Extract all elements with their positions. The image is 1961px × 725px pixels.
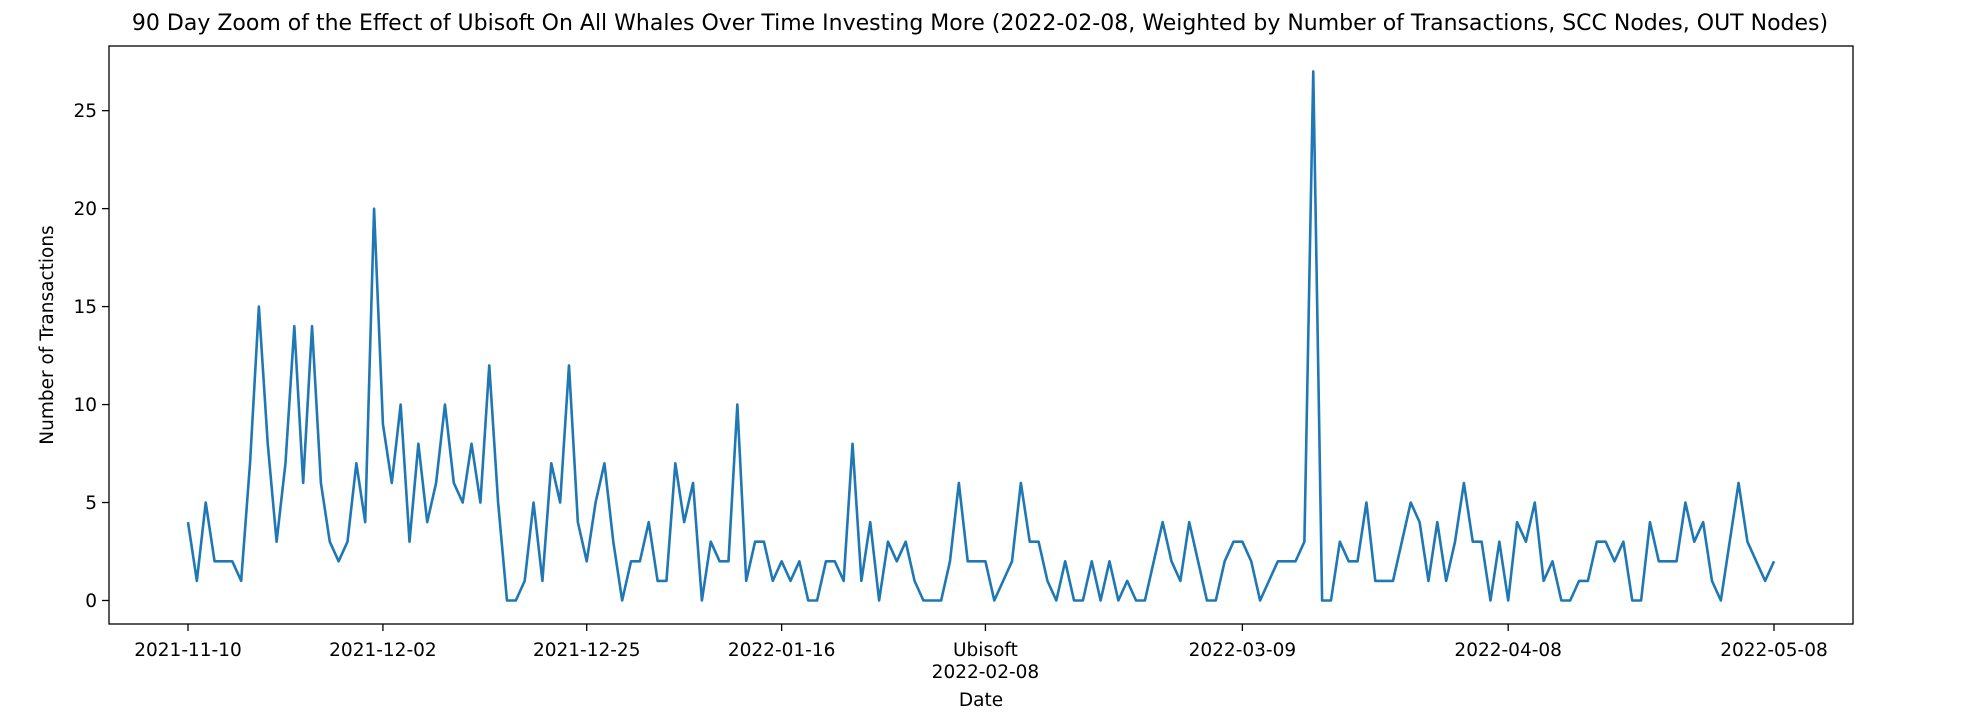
y-tick-label: 0 <box>85 591 97 612</box>
x-tick-label: 2022-03-09 <box>1189 640 1297 661</box>
y-tick-label: 10 <box>73 395 97 416</box>
x-tick-label: 2022-05-08 <box>1720 640 1828 661</box>
x-tick-label: 2021-12-02 <box>329 640 437 661</box>
series-line <box>186 70 1776 602</box>
y-tick-label: 5 <box>85 493 97 514</box>
chart-title: 90 Day Zoom of the Effect of Ubisoft On … <box>132 11 1828 36</box>
x-tick-label: 2021-11-10 <box>134 640 242 661</box>
x-tick-label: 2022-01-16 <box>728 640 836 661</box>
x-axis: 2021-11-10 2021-12-02 2021-12-25 2022-01-16… <box>134 624 1828 683</box>
y-tick-label: 15 <box>73 297 97 318</box>
x-axis-label: Date <box>959 690 1003 711</box>
x-tick-sublabel: 2022-02-08 <box>932 662 1040 683</box>
y-axis: 0 5 10 15 20 25 <box>73 101 109 612</box>
plot-frame <box>108 45 1854 625</box>
y-tick-label: 20 <box>73 199 97 220</box>
y-tick-label: 25 <box>73 101 97 122</box>
y-axis-label: Number of Transactions <box>37 225 58 444</box>
x-tick-label: Ubisoft <box>953 640 1018 661</box>
x-tick-label: 2022-04-08 <box>1454 640 1562 661</box>
x-tick-label: 2021-12-25 <box>533 640 641 661</box>
